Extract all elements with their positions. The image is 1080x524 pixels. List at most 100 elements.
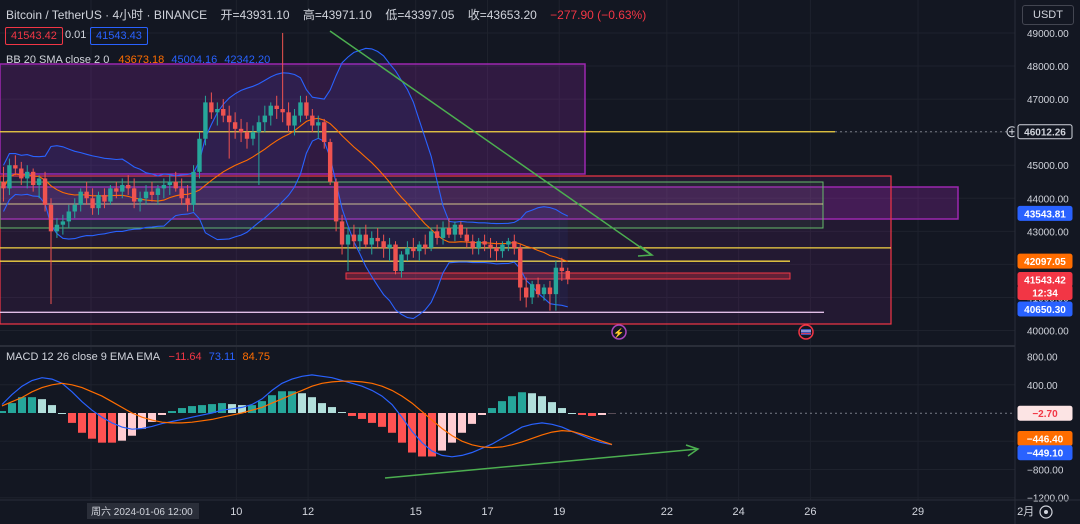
macd-tick-label: 400.00 [1027,381,1058,392]
macd-histogram-bar [278,391,286,413]
candle-body [215,108,220,113]
macd-histogram-bar [368,413,376,423]
candle-body [565,270,570,280]
settings-gear-center [1044,510,1048,514]
candle-body [167,181,172,186]
macd-tag [1017,445,1073,461]
price-tick-label: 45000.00 [1027,161,1069,172]
candle-body [221,108,226,116]
settings-gear-icon [1039,505,1053,519]
macd-histogram-bar [138,413,146,429]
time-tick-label: 22 [661,506,673,518]
candle-body [197,138,202,172]
time-tick-label: 26 [804,506,816,518]
candle-body [482,241,487,245]
candle-body [458,224,464,235]
candle-body [66,211,72,222]
flag-field [801,329,811,335]
price-tag [1017,284,1073,300]
price-tag-label: 12:34 [1032,288,1058,299]
candle-body [36,178,42,186]
macd-histogram-bar [218,403,226,413]
candle-body [30,171,36,186]
macd-histogram-bar [158,413,166,415]
candle-body [7,165,12,189]
macd-legend[interactable]: MACD 12 26 close 9 EMA EMA −11.64 73.11 … [6,351,270,363]
candle-body [280,108,285,113]
candle-body [149,191,155,195]
price-tag [1017,301,1073,317]
macd-histogram-bar [178,408,186,413]
candle-body [440,228,446,238]
sell-price-button[interactable]: 41543.42 [5,27,63,45]
candle-body [535,284,541,295]
macd-histogram-bar [58,413,66,414]
macd-histogram-bar [98,413,106,443]
macd-histogram-bar [378,413,386,427]
macd-histogram-bar [28,397,36,413]
macd-histogram-bar [438,413,446,451]
candle-body [316,122,321,126]
time-cursor-label: 周六 2024-01-06 12:00 [91,506,193,518]
symbol-title[interactable]: Bitcoin / TetherUS · 4小时 · BINANCE [6,8,208,22]
candle-body [476,241,481,248]
macd-signal-value: 84.75 [242,351,271,363]
candle-body [518,247,523,288]
macd-histogram-bar [0,411,6,413]
candle-body [387,244,392,248]
candle-body [126,185,131,189]
macd-tag-label: −446.40 [1027,435,1064,446]
spread-value: 0.01 [65,29,87,41]
candle-body [339,221,345,245]
candle-body [232,122,238,129]
macd-histogram-bar [488,408,496,413]
candle-body [13,165,18,169]
candle-body [428,231,434,248]
candle-body [363,234,369,245]
bb-upper-line [3,47,569,225]
time-tick-label: 24 [733,506,745,518]
price-tick-label: 48000.00 [1027,62,1069,73]
time-cursor-box [87,503,199,519]
currency-selector[interactable]: USDT [1022,5,1074,25]
candle-body [48,204,54,232]
macd-line [1,374,613,458]
macd-histogram-bar [188,406,196,413]
price-tick-label: 44000.00 [1027,194,1069,205]
bb-upper-value: 45004.16 [171,54,218,66]
event-markers: ⚡ [611,324,814,340]
candle-body [90,198,95,209]
macd-histogram-bar [498,401,506,413]
candle-body [434,231,440,238]
macd-tag-label: −2.70 [1032,409,1058,420]
candle-body [345,234,351,245]
candle-body [559,267,565,271]
candle-body [137,198,143,202]
bb-lower-line [3,137,568,320]
candle-body [553,267,559,295]
candle-body [25,171,30,179]
macd-histogram-bar [418,413,426,457]
macd-histogram-bar [18,397,26,413]
macd-histogram-bar [358,413,366,419]
macd-histogram-bar [78,413,86,433]
price-tag-label: 42097.05 [1024,257,1066,268]
close-value: 收=43653.20 [467,8,537,22]
candle-body [72,204,77,212]
macd-tick-label: −800.00 [1027,465,1064,476]
bb-legend[interactable]: BB 20 SMA close 2 0 43673.18 45004.16 42… [6,54,270,66]
buy-price-button[interactable]: 41543.43 [90,27,148,45]
candle-body [327,142,333,182]
candle-body [399,254,404,271]
macd-histogram-bar [328,407,336,413]
event-lightning-icon [611,324,627,340]
candle-body [114,188,119,192]
macd-histogram-bar [288,391,296,413]
macd-tick-label: 800.00 [1027,353,1058,364]
candle-body [173,181,178,189]
candle-body [42,178,48,205]
candle-body [541,287,547,295]
candle-body [1,181,6,189]
macd-pane [0,374,616,458]
